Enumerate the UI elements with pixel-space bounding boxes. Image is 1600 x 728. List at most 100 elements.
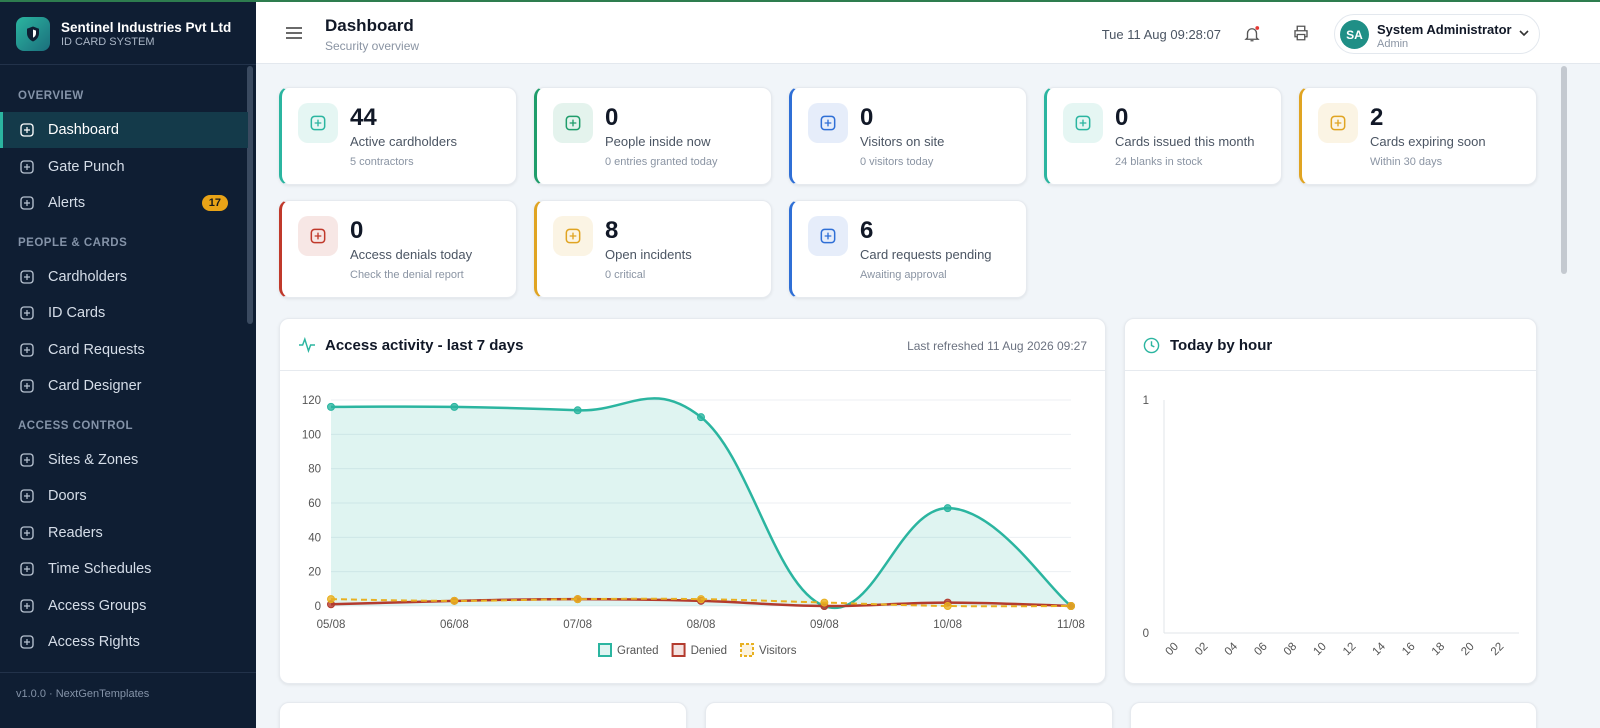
logo <box>16 17 50 51</box>
stat-label: Open incidents <box>605 247 692 262</box>
stat-card: 44 Active cardholders 5 contractors <box>279 87 517 185</box>
icon <box>20 342 34 357</box>
stat-note: 0 critical <box>605 269 646 281</box>
icon-shape <box>314 119 322 127</box>
x-tick-label: 07/08 <box>563 619 592 631</box>
legend-label: Visitors <box>759 645 797 657</box>
stat-card: 0 People inside now 0 entries granted toda… <box>534 87 772 185</box>
y-tick-label: 60 <box>308 498 321 510</box>
area <box>331 398 1071 608</box>
stat-icon <box>808 216 848 256</box>
nav-section-title: OVERVIEW <box>18 90 84 102</box>
icon <box>20 635 34 649</box>
stat-icon <box>1063 103 1103 143</box>
nav-label: Time Schedules <box>48 561 152 577</box>
divider <box>0 64 256 65</box>
nav-label: Cardholders <box>48 268 127 285</box>
stat-label: People inside now <box>605 134 711 149</box>
nav-item[interactable]: Cardholders <box>0 259 248 295</box>
icon <box>20 159 34 174</box>
icon-shape <box>20 598 34 613</box>
x-tick-label: 12 <box>1341 641 1359 659</box>
x-tick-label: 18 <box>1430 641 1448 659</box>
nav-item[interactable]: ID Cards <box>0 295 248 331</box>
nav-item[interactable]: Access Groups <box>0 588 248 624</box>
nav-item[interactable]: Access Rights <box>0 624 248 660</box>
menu-button[interactable] <box>285 25 303 41</box>
stat-value: 0 <box>350 217 364 244</box>
nav-item[interactable]: Alerts 17 <box>0 185 248 221</box>
icon <box>820 228 836 244</box>
stat-card: 0 Cards issued this month 24 blanks in sto… <box>1044 87 1282 185</box>
hourly-chart: 0 1 00 02 04 06 08 10 12 14 16 18 20 22 <box>1143 395 1519 659</box>
icon-shape <box>24 346 30 353</box>
point <box>327 402 335 411</box>
icon <box>20 379 34 393</box>
nav-label: Readers <box>48 524 103 541</box>
stat-note: 5 contractors <box>350 156 414 168</box>
card <box>705 702 1113 728</box>
nav-item[interactable]: Doors <box>0 478 248 514</box>
icon-shape <box>824 232 832 240</box>
icon-shape <box>310 115 326 131</box>
x-tick-label: 16 <box>1400 641 1418 659</box>
brand-subtitle: ID CARD SYSTEM <box>61 36 155 48</box>
x-tick-label: 08 <box>1282 641 1300 659</box>
badge: 17 <box>201 195 228 211</box>
print[interactable] <box>1292 24 1310 42</box>
icon-shape <box>24 493 30 499</box>
clock: Tue 11 Aug 09:28:07 <box>1101 27 1221 42</box>
point <box>820 598 829 607</box>
stat-note: 24 blanks in stock <box>1115 156 1203 168</box>
point <box>450 402 459 411</box>
nav-label: Access Groups <box>48 597 147 614</box>
icon <box>20 562 34 576</box>
user-menu[interactable]: SA System Administrator Admin <box>1334 14 1540 54</box>
legend-label: Granted <box>617 645 659 657</box>
icon-shape <box>1079 119 1087 127</box>
icon-shape <box>20 123 34 137</box>
stat-icon <box>1318 103 1358 143</box>
x-tick-label: 11/08 <box>1057 619 1085 631</box>
nav-item[interactable]: Dashboard <box>0 112 248 148</box>
divider <box>0 672 256 673</box>
icon-shape <box>24 200 30 206</box>
point <box>943 504 952 513</box>
stat-icon <box>553 216 593 256</box>
page-title: Dashboard <box>325 16 414 35</box>
nav-item[interactable]: Gate Punch <box>0 149 248 185</box>
stat-label: Access denials today <box>350 247 473 262</box>
icon-shape <box>20 342 34 357</box>
x-tick-label: 06/08 <box>440 619 469 631</box>
stat-icon <box>553 103 593 143</box>
legend-swatch <box>598 643 612 657</box>
icon-shape <box>314 232 322 240</box>
nav-item[interactable]: Sites & Zones <box>0 442 248 478</box>
y-tick-label: 100 <box>302 429 321 441</box>
legend-swatch <box>671 643 686 657</box>
page-scrollbar <box>1561 66 1567 274</box>
icon <box>820 115 836 131</box>
x-tick-label: 22 <box>1489 641 1507 659</box>
topbar: Dashboard Security overview Tue 11 Aug 0… <box>256 2 1600 64</box>
nav-item[interactable]: Card Designer <box>0 368 248 404</box>
stat-note: Check the denial report <box>350 269 464 281</box>
nav-label: Card Requests <box>48 341 145 358</box>
card-header <box>280 319 1105 371</box>
nav-label: Sites & Zones <box>48 451 139 468</box>
nav-item[interactable]: Card Requests <box>0 332 248 368</box>
stat-note: Within 30 days <box>1370 156 1443 168</box>
stat-label: Cards issued this month <box>1115 134 1255 149</box>
nav-item[interactable]: Time Schedules <box>0 551 248 587</box>
icon-shape <box>20 269 34 284</box>
notifications[interactable] <box>1243 24 1261 44</box>
icon-shape <box>24 602 30 609</box>
nav-section-title: ACCESS CONTROL <box>18 419 133 432</box>
icon-shape <box>24 639 30 645</box>
icon-shape <box>20 379 34 393</box>
chevron <box>1519 30 1529 37</box>
y-tick-label: 0 <box>315 601 321 613</box>
nav-item[interactable]: Readers <box>0 515 248 551</box>
y-tick-label: 80 <box>308 464 321 476</box>
